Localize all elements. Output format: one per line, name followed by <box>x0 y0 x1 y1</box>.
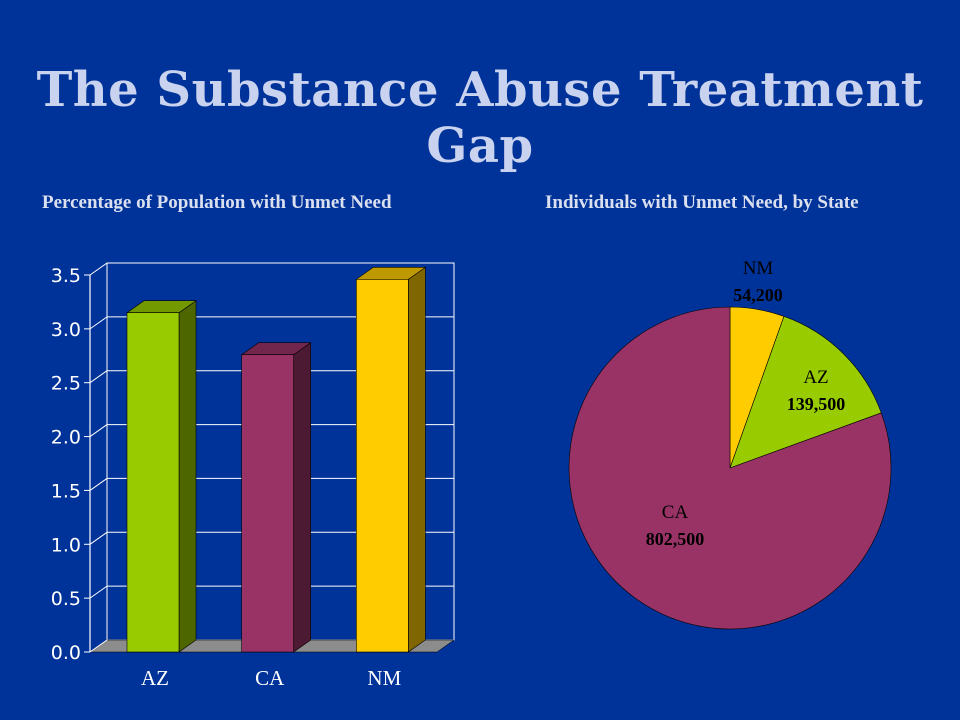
y-tick-label: 1.5 <box>51 480 81 502</box>
pie-value-az: 139,500 <box>787 394 846 414</box>
gridline-depth <box>89 585 108 599</box>
y-tick-label: 2.0 <box>51 427 81 449</box>
y-tick-label: 0.0 <box>51 642 81 664</box>
pie-label-ca: CA <box>662 502 689 523</box>
gridline-depth <box>89 370 108 384</box>
gridline-depth <box>89 262 108 276</box>
y-tick-label: 1.0 <box>51 534 81 556</box>
pie-label-az: AZ <box>803 367 828 388</box>
gridline-depth <box>89 639 108 653</box>
pie-slice-az <box>729 315 882 469</box>
x-tick-label-nm: NM <box>367 666 401 690</box>
gridline-depth <box>89 316 108 330</box>
pie-value-nm: 54,200 <box>733 285 783 305</box>
gridline-depth <box>89 478 108 491</box>
slide-title: The Substance Abuse Treatment Gap <box>36 62 924 174</box>
y-tick-label: 2.5 <box>51 373 81 395</box>
pie-slice-ca <box>568 306 892 630</box>
pie-label-nm: NM <box>743 258 774 279</box>
gridline-depth <box>89 424 108 437</box>
gridline-depth <box>89 531 108 545</box>
y-tick-label: 3.0 <box>51 319 81 341</box>
bar-ca <box>241 354 294 653</box>
x-tick-label-az: AZ <box>141 666 169 690</box>
x-tick-label-ca: CA <box>255 666 285 690</box>
bar-nm <box>356 279 409 653</box>
pie-value-ca: 802,500 <box>646 529 705 549</box>
bar-chart-title: Percentage of Population with Unmet Need <box>42 192 392 213</box>
bar-az <box>126 312 180 653</box>
y-tick-label: 0.5 <box>51 588 81 610</box>
y-tick-label: 3.5 <box>51 265 81 287</box>
pie-chart-title: Individuals with Unmet Need, by State <box>545 192 859 213</box>
